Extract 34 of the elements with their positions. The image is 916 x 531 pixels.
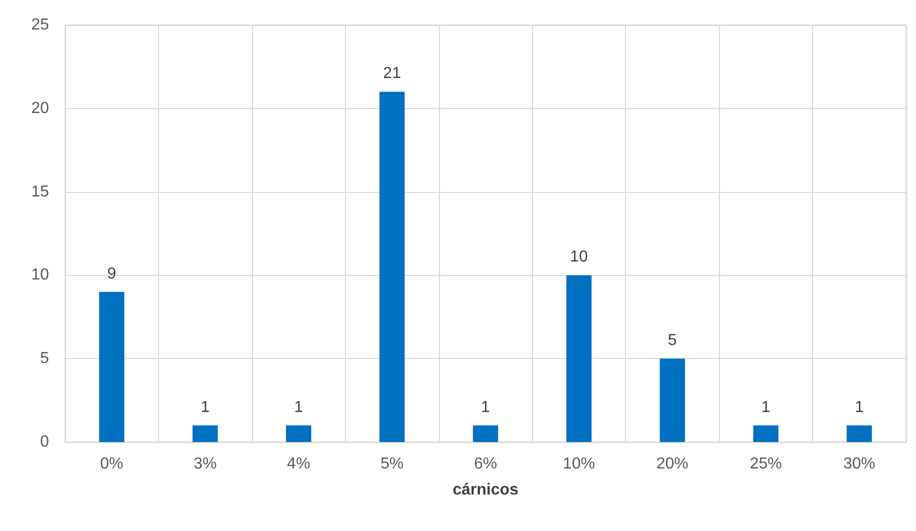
data-label: 1 [481,398,490,416]
bar [660,358,686,442]
x-tick-label: 6% [474,456,498,472]
x-tick-label: 3% [194,456,217,472]
x-tick-label: 30% [843,456,876,472]
bar [192,425,218,442]
y-tick-label: 15 [31,183,50,200]
y-tick-label: 0 [40,434,50,450]
bar [846,425,872,442]
bar [286,425,312,442]
bar [753,425,778,442]
x-tick-label: 25% [750,456,782,472]
x-tick-label: 20% [656,456,688,472]
bar [379,92,405,442]
data-label: 1 [761,398,770,416]
bar [566,275,592,442]
bar [472,425,498,442]
y-tick-label: 25 [31,16,50,34]
y-tick-label: 10 [31,266,50,284]
x-tick-label: 0% [100,456,124,472]
data-label: 1 [854,398,864,416]
data-label: 5 [668,332,677,350]
data-label: 21 [383,65,402,82]
y-tick-label: 20 [31,100,50,117]
x-axis-title: cárnicos [452,482,519,498]
data-label: 1 [200,398,210,416]
x-tick-label: 4% [287,456,310,472]
y-tick-label: 5 [40,350,50,368]
data-label: 9 [107,265,116,282]
x-tick-label: 5% [380,456,404,472]
x-tick-label: 10% [562,456,595,472]
data-label: 1 [294,398,304,416]
data-label: 10 [570,248,588,266]
bar [99,292,124,442]
